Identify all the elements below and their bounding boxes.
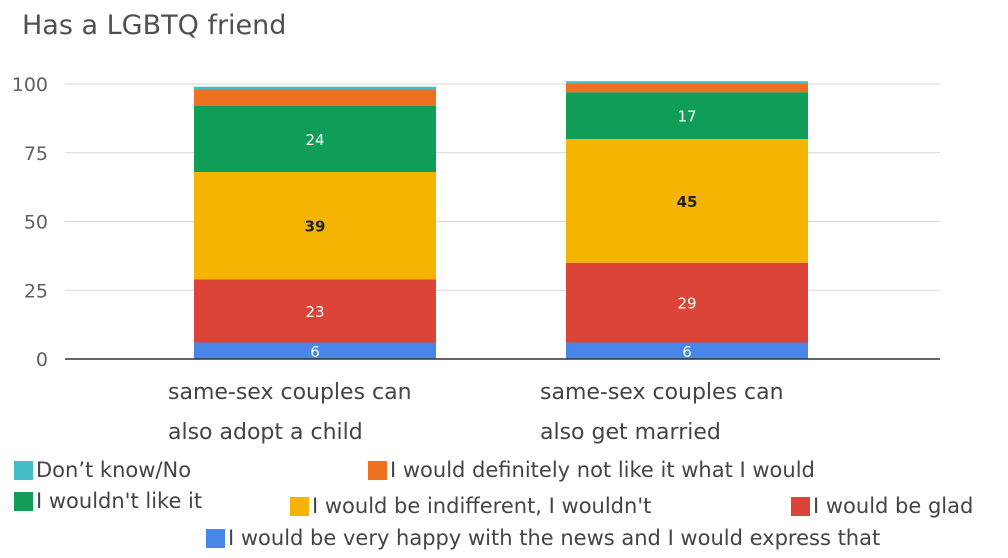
- data-label: 17: [677, 108, 696, 126]
- bar-segment: [194, 172, 436, 280]
- bar-segment: [566, 139, 808, 263]
- bar-segment: [566, 84, 808, 93]
- data-label: 23: [305, 303, 324, 321]
- bar-segment: [194, 342, 436, 359]
- bar-segment: [566, 81, 808, 84]
- bar-segment: [194, 106, 436, 172]
- bar-segment: [566, 342, 808, 359]
- x-category-label: same-sex couples can: [540, 380, 784, 405]
- legend-item-indifferent: I would be indifferent, I wouldn't: [290, 494, 651, 518]
- legend-label: I would definitely not like it what I wo…: [390, 458, 815, 482]
- legend-item-definitely-not-like: I would definitely not like it what I wo…: [368, 458, 815, 482]
- x-category-label: also adopt a child: [168, 420, 363, 445]
- y-tick-label: 50: [24, 212, 48, 234]
- y-tick-label: 0: [36, 349, 48, 371]
- data-label: 29: [677, 295, 696, 313]
- data-label: 24: [305, 131, 324, 149]
- legend-swatch: [368, 460, 387, 480]
- bar-segment: [194, 86, 436, 90]
- legend-item-wouldnt-like: I wouldn't like it: [14, 489, 202, 513]
- legend-item-very-happy: I would be very happy with the news and …: [206, 526, 880, 550]
- y-tick-label: 75: [24, 143, 48, 165]
- legend-label: Don’t know/No: [36, 458, 192, 482]
- y-tick-label: 100: [12, 74, 48, 96]
- x-category-label: same-sex couples can: [168, 380, 412, 405]
- legend-swatch: [206, 528, 225, 548]
- legend-swatch: [791, 496, 810, 516]
- legend-label: I would be very happy with the news and …: [228, 526, 881, 550]
- chart-title: Has a LGBTQ friend: [22, 10, 287, 41]
- data-label: 6: [682, 343, 692, 361]
- data-label: 6: [310, 343, 320, 361]
- legend-swatch: [290, 496, 309, 516]
- y-tick-label: 25: [24, 280, 48, 302]
- legend-item-glad: I would be glad: [791, 494, 973, 518]
- bar-segment: [194, 89, 436, 106]
- legend-label: I would be indifferent, I wouldn't: [312, 494, 652, 518]
- legend-swatch: [14, 491, 33, 511]
- data-label: 45: [677, 193, 698, 211]
- legend-swatch: [14, 460, 33, 480]
- bar-segment: [566, 92, 808, 139]
- data-label: 39: [305, 218, 326, 236]
- legend-label: I would be glad: [813, 494, 974, 518]
- x-category-label: also get married: [540, 420, 721, 445]
- bar-segment: [194, 279, 436, 343]
- legend-item-dont-know: Don’t know/No: [14, 458, 191, 482]
- legend-label: I wouldn't like it: [36, 489, 203, 513]
- bar-segment: [566, 262, 808, 343]
